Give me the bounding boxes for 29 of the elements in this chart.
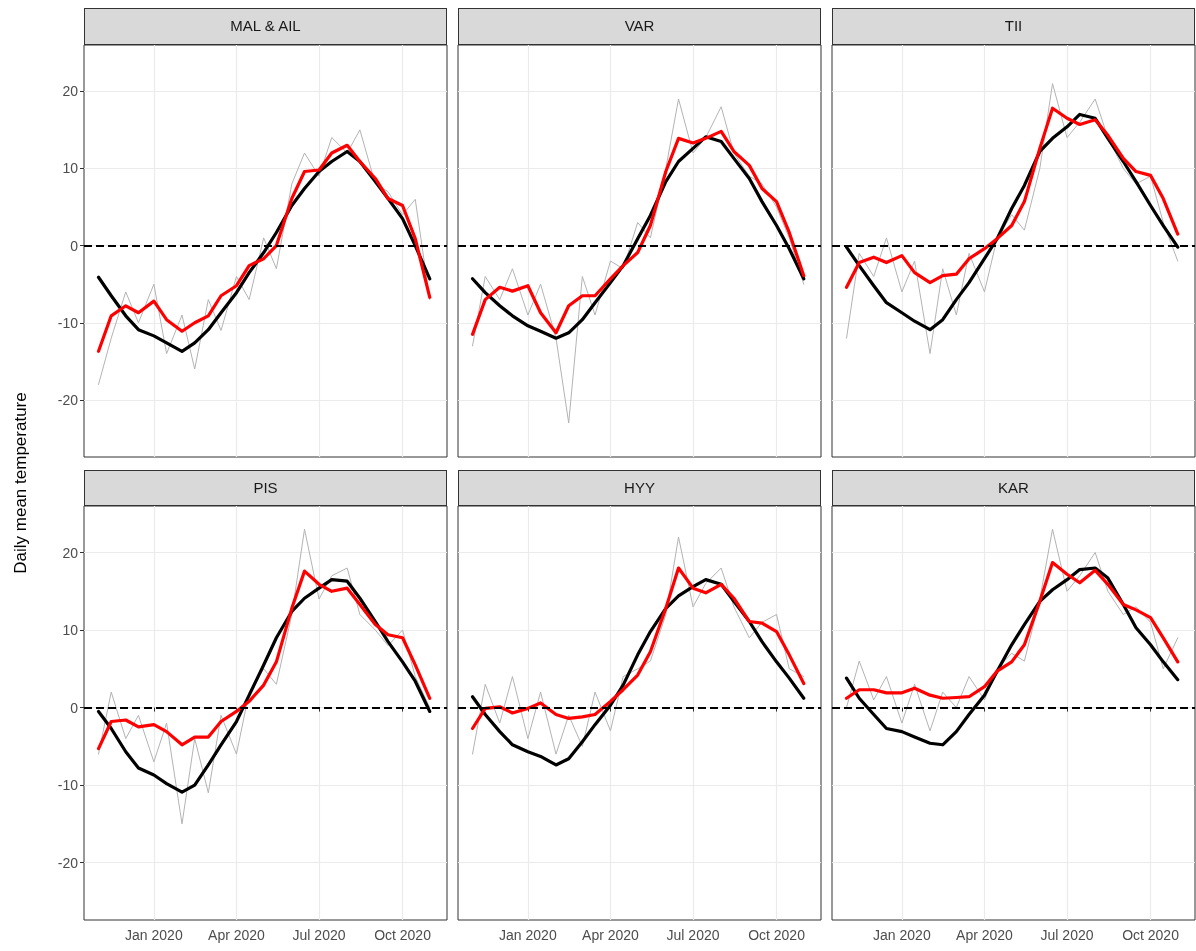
y-tick-label: 10: [62, 160, 79, 177]
x-tick-label: Apr 2020: [208, 927, 266, 943]
x-tick-label: Jul 2020: [1040, 927, 1094, 943]
y-tick-label: -10: [57, 777, 79, 794]
chart-title: PIS: [84, 470, 447, 506]
x-tick-label: Jan 2020: [125, 927, 183, 943]
y-tick-label: 20: [62, 83, 79, 100]
x-tick-label: Oct 2020: [1122, 927, 1180, 943]
chart-title: TII: [832, 8, 1195, 45]
y-tick-label: 0: [70, 237, 79, 254]
x-tick-label: Jul 2020: [292, 927, 346, 943]
x-tick-label: Oct 2020: [374, 927, 432, 943]
y-tick-label: -10: [57, 314, 79, 331]
x-tick-label: Jul 2020: [666, 927, 720, 943]
y-tick-label: -20: [57, 854, 79, 871]
y-tick-label: 10: [62, 622, 79, 639]
x-tick-label: Jan 2020: [873, 927, 931, 943]
chart-title: HYY: [458, 470, 821, 506]
chart-title: KAR: [832, 470, 1195, 506]
x-tick-label: Oct 2020: [748, 927, 806, 943]
y-axis-title: Daily mean temperature: [10, 392, 31, 574]
y-tick-label: -20: [57, 391, 79, 408]
chart-title: MAL & AIL: [84, 8, 447, 45]
x-tick-label: Apr 2020: [582, 927, 640, 943]
chart-title: VAR: [458, 8, 821, 45]
x-tick-label: Jan 2020: [499, 927, 557, 943]
y-tick-label: 20: [62, 544, 79, 561]
y-tick-label: 0: [70, 699, 79, 716]
x-tick-label: Apr 2020: [956, 927, 1014, 943]
